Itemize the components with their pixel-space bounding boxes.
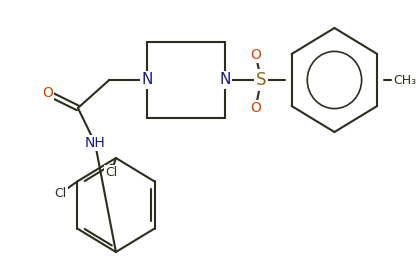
Text: S: S bbox=[256, 71, 266, 89]
Text: CH₃: CH₃ bbox=[393, 73, 417, 86]
Text: O: O bbox=[42, 86, 53, 100]
Text: Cl: Cl bbox=[54, 187, 66, 200]
Text: NH: NH bbox=[85, 136, 106, 150]
Text: N: N bbox=[219, 73, 231, 87]
Text: O: O bbox=[250, 101, 261, 115]
Text: N: N bbox=[142, 73, 153, 87]
Text: O: O bbox=[250, 48, 261, 62]
Text: Cl: Cl bbox=[105, 166, 117, 179]
